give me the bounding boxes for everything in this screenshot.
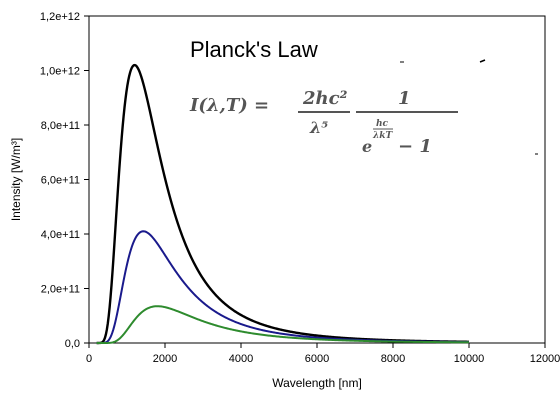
y-tick-label: 1,2e+12 — [40, 11, 80, 23]
x-tick-label: 12000 — [530, 353, 560, 365]
y-tick-label: 1,0e+12 — [40, 66, 80, 78]
formula-exp-numerator: hc — [376, 119, 389, 129]
artifact-mark — [479, 59, 486, 63]
series-line-2 — [96, 230, 470, 344]
x-tick-label: 6000 — [305, 353, 329, 365]
x-tick-label: 4000 — [229, 353, 253, 365]
series-line-3 — [96, 305, 469, 344]
axes: 0 2000 4000 6000 8000 10000 12000 0,0 2,0e+11 4,0… — [9, 11, 560, 390]
formula-frac1-numerator: 2hc² — [302, 88, 348, 109]
formula-frac1-denominator: λ⁵ — [309, 118, 328, 137]
x-tick-label: 2000 — [153, 353, 177, 365]
chart-title: Planck's Law — [190, 37, 318, 62]
y-tick-label: 0,0 — [65, 338, 80, 350]
series-line-1 — [96, 63, 470, 345]
planck-formula: I(λ,T) = 2hc² λ⁵ 1 hc λkT e − 1 — [189, 88, 458, 157]
formula-lhs: I(λ,T) = — [189, 95, 269, 116]
formula-e: e — [362, 137, 372, 156]
x-tick-label: 0 — [86, 353, 92, 365]
x-axis-title: Wavelength [nm] — [272, 376, 362, 390]
y-tick-label: 4,0e+11 — [41, 229, 80, 241]
y-tick-label: 8,0e+11 — [41, 120, 80, 132]
formula-exp-denominator: λkT — [372, 131, 394, 141]
x-tick-label: 8000 — [381, 353, 405, 365]
y-tick-label: 2,0e+11 — [41, 284, 80, 296]
formula-frac2-numerator: 1 — [398, 88, 411, 109]
formula-minus-one: − 1 — [398, 136, 432, 157]
y-tick-label: 6,0e+11 — [41, 175, 80, 187]
y-axis-title: Intensity [W/m³] — [9, 138, 23, 221]
series-layer — [96, 63, 470, 345]
x-tick-label: 10000 — [454, 353, 485, 365]
plot-frame — [88, 15, 546, 344]
